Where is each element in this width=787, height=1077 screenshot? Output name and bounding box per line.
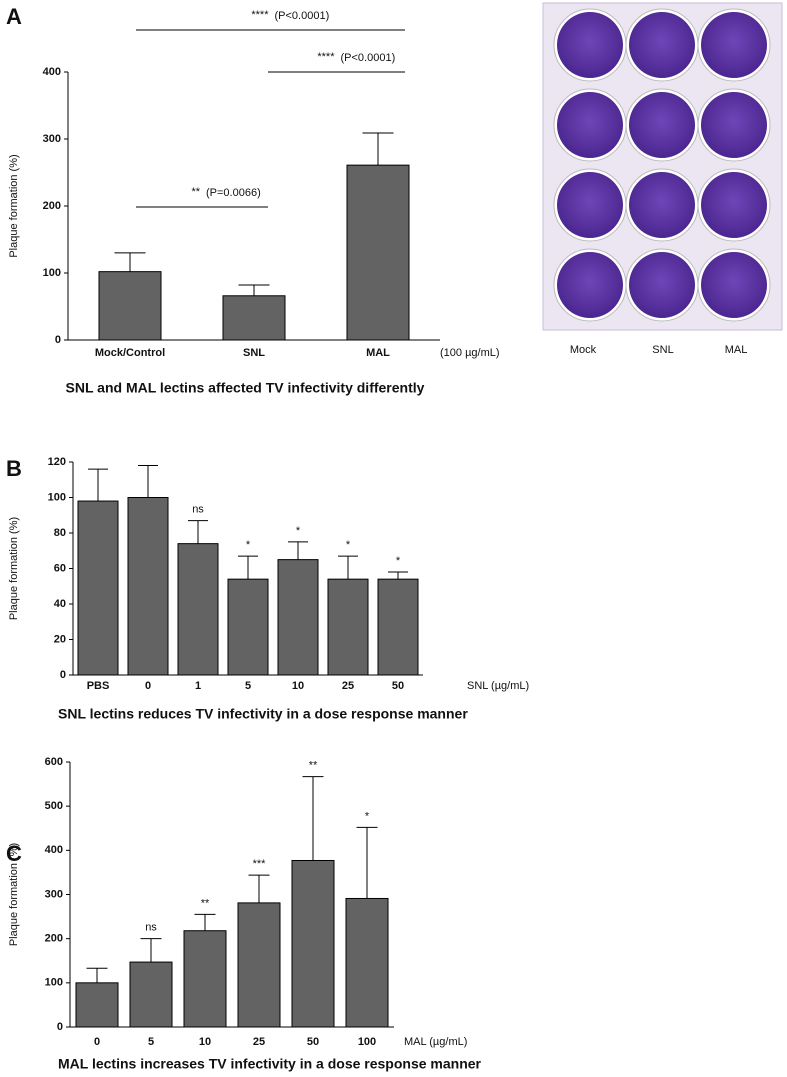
panel-label: B xyxy=(6,456,22,481)
x-tick-label: 25 xyxy=(253,1036,265,1048)
x-axis-label: SNL (µg/mL) xyxy=(467,680,529,692)
comparison-p: (P<0.0001) xyxy=(341,52,396,64)
bar xyxy=(177,543,219,676)
well xyxy=(629,172,695,238)
well xyxy=(701,12,767,78)
x-tick-label: 5 xyxy=(148,1036,154,1048)
well xyxy=(629,92,695,158)
y-tick-label: 400 xyxy=(43,66,61,78)
y-tick-label: 100 xyxy=(48,491,66,503)
y-tick-label: 120 xyxy=(48,456,66,468)
x-tick-label: SNL xyxy=(243,347,265,359)
x-axis-label: (100 µg/mL) xyxy=(440,347,500,359)
x-tick-label: Mock/Control xyxy=(95,347,165,359)
plate-label: MAL xyxy=(725,344,748,356)
bar xyxy=(377,578,419,676)
well xyxy=(557,172,623,238)
caption: SNL and MAL lectins affected TV infectiv… xyxy=(66,380,425,396)
significance: ** xyxy=(309,759,318,771)
y-tick-label: 500 xyxy=(45,800,63,812)
y-axis-label: Plaque formation (%) xyxy=(8,517,20,620)
significance: * xyxy=(396,555,401,567)
x-tick-label: 100 xyxy=(358,1036,376,1048)
well xyxy=(629,252,695,318)
x-tick-label: MAL xyxy=(366,347,390,359)
y-axis-label: Plaque formation (%) xyxy=(8,154,20,257)
comparison-stars: **** xyxy=(251,9,269,21)
y-tick-label: 100 xyxy=(43,267,61,279)
well xyxy=(701,252,767,318)
significance: * xyxy=(246,539,251,551)
bar xyxy=(291,859,335,1028)
comparison-stars: **** xyxy=(317,51,335,63)
x-tick-label: 10 xyxy=(292,680,304,692)
significance: * xyxy=(365,810,370,822)
bar xyxy=(346,164,410,341)
x-tick-label: 25 xyxy=(342,680,354,692)
y-tick-label: 80 xyxy=(54,527,66,539)
y-tick-label: 0 xyxy=(55,334,61,346)
y-tick-label: 600 xyxy=(45,756,63,768)
bar xyxy=(77,500,119,676)
panel-label: C xyxy=(6,841,22,866)
comparison-p: (P<0.0001) xyxy=(275,10,330,22)
x-tick-label: 50 xyxy=(392,680,404,692)
y-tick-label: 0 xyxy=(57,1021,63,1033)
significance: * xyxy=(296,525,301,537)
y-tick-label: 400 xyxy=(45,844,63,856)
well xyxy=(557,12,623,78)
y-tick-label: 200 xyxy=(43,200,61,212)
y-tick-label: 300 xyxy=(43,133,61,145)
plate-label: Mock xyxy=(570,344,597,356)
y-tick-label: 300 xyxy=(45,888,63,900)
bar xyxy=(327,578,369,676)
x-tick-label: 0 xyxy=(94,1036,100,1048)
bar xyxy=(345,897,389,1028)
y-tick-label: 40 xyxy=(54,598,66,610)
y-tick-label: 60 xyxy=(54,562,66,574)
x-axis-label: MAL (µg/mL) xyxy=(404,1036,467,1048)
well xyxy=(557,92,623,158)
y-axis-label: Plaque formation (%) xyxy=(8,843,20,946)
y-tick-label: 100 xyxy=(45,977,63,989)
caption: MAL lectins increases TV infectivity in … xyxy=(58,1056,482,1072)
y-tick-label: 200 xyxy=(45,933,63,945)
bar xyxy=(183,930,227,1028)
well xyxy=(701,92,767,158)
caption: SNL lectins reduces TV infectivity in a … xyxy=(58,706,468,722)
bar xyxy=(237,902,281,1028)
bar xyxy=(75,982,119,1028)
panel-label: A xyxy=(6,4,22,29)
x-tick-label: 10 xyxy=(199,1036,211,1048)
y-tick-label: 20 xyxy=(54,633,66,645)
well xyxy=(629,12,695,78)
x-tick-label: 0 xyxy=(145,680,151,692)
significance: *** xyxy=(253,858,267,870)
significance: ** xyxy=(201,897,210,909)
x-tick-label: 5 xyxy=(245,680,251,692)
bar xyxy=(129,961,173,1028)
significance: ns xyxy=(145,922,157,934)
comparison-stars: ** xyxy=(191,186,200,198)
bar xyxy=(98,271,162,341)
x-tick-label: 50 xyxy=(307,1036,319,1048)
bar xyxy=(227,578,269,676)
well xyxy=(701,172,767,238)
bar xyxy=(277,559,319,676)
plate-label: SNL xyxy=(652,344,673,356)
plate-image xyxy=(542,2,783,331)
bar xyxy=(127,497,169,676)
y-tick-label: 0 xyxy=(60,669,66,681)
bar xyxy=(222,295,286,341)
well xyxy=(557,252,623,318)
x-tick-label: PBS xyxy=(87,680,110,692)
significance: * xyxy=(346,539,351,551)
significance: ns xyxy=(192,503,204,515)
x-tick-label: 1 xyxy=(195,680,201,692)
comparison-p: (P=0.0066) xyxy=(206,187,261,199)
